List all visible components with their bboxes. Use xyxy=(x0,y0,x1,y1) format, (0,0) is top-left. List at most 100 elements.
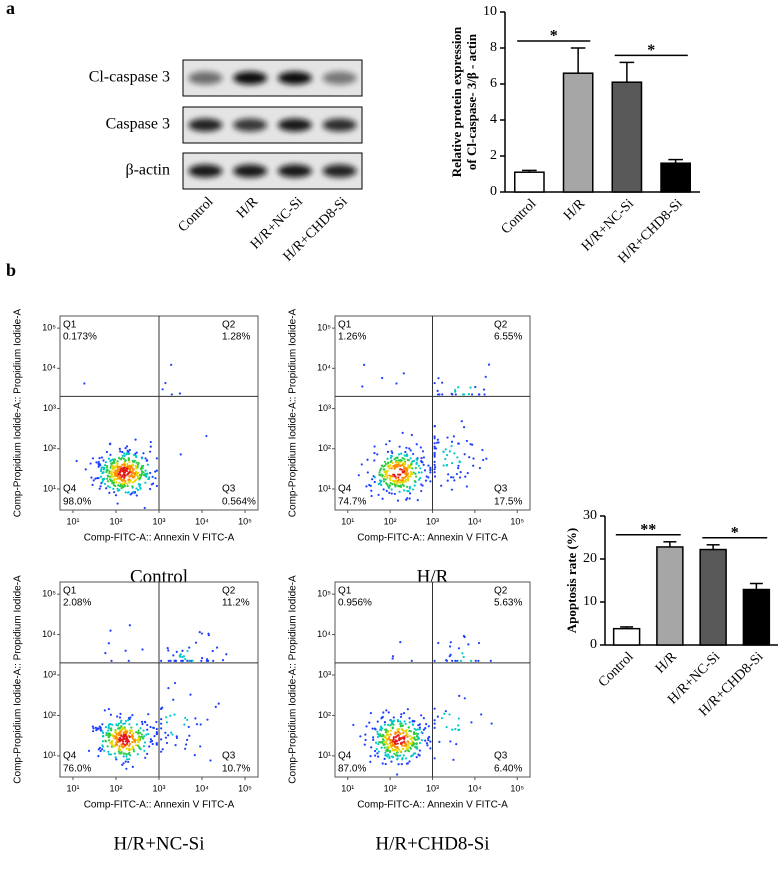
event-dot xyxy=(198,630,201,634)
event-dot xyxy=(111,468,114,471)
event-dot xyxy=(112,734,115,738)
event-dot xyxy=(137,729,140,732)
event-dot xyxy=(143,741,147,744)
event-dot xyxy=(398,461,401,464)
quadrant-name: Q3 xyxy=(222,751,236,762)
event-dot xyxy=(135,456,138,459)
quadrant-events xyxy=(104,624,144,662)
event-dot xyxy=(149,440,152,444)
event-dot xyxy=(112,481,116,484)
event-dot xyxy=(390,492,393,495)
significance-label: * xyxy=(550,28,558,45)
quadrant-events xyxy=(433,634,492,662)
event-dot xyxy=(402,712,406,715)
event-dot xyxy=(436,715,439,718)
event-dot xyxy=(373,476,377,479)
x-tick-label: 10⁵ xyxy=(238,516,252,526)
event-dot xyxy=(148,476,151,479)
event-dot xyxy=(108,443,112,446)
event-dot xyxy=(457,442,460,445)
event-dot xyxy=(124,446,127,450)
event-dot xyxy=(417,478,421,481)
event-dot xyxy=(171,733,174,736)
event-dot xyxy=(135,461,138,464)
event-dot xyxy=(154,477,157,480)
event-dot xyxy=(137,483,140,486)
event-dot xyxy=(399,732,402,735)
event-dot xyxy=(438,393,441,396)
event-dot xyxy=(161,706,164,709)
event-dot xyxy=(415,732,418,735)
event-dot xyxy=(403,465,406,468)
event-dot xyxy=(389,724,392,727)
event-dot xyxy=(109,629,112,632)
event-dot xyxy=(406,485,409,488)
event-dot xyxy=(433,475,437,478)
event-dot xyxy=(380,746,383,749)
event-dot xyxy=(373,459,376,462)
event-dot xyxy=(125,767,128,770)
event-dot xyxy=(146,728,149,731)
event-dot xyxy=(381,741,384,745)
y-tick-label: 0 xyxy=(490,184,497,199)
event-dot xyxy=(398,445,401,448)
event-dot xyxy=(412,723,415,727)
event-dot xyxy=(149,738,153,741)
event-dot xyxy=(376,752,379,755)
x-tick-label: 10² xyxy=(384,783,397,793)
event-dot xyxy=(138,478,141,481)
event-dot xyxy=(97,476,100,480)
event-dot xyxy=(468,456,471,459)
event-dot xyxy=(139,467,143,470)
event-dot xyxy=(398,754,402,757)
quadrant-percent: 1.26% xyxy=(338,332,366,343)
event-dot xyxy=(101,723,104,726)
event-dot xyxy=(417,471,421,474)
event-dot xyxy=(382,477,385,481)
event-dot xyxy=(108,727,111,730)
event-dot xyxy=(393,479,396,483)
event-dot xyxy=(383,723,386,726)
event-dot xyxy=(167,659,170,662)
event-dot xyxy=(392,716,395,719)
event-dot xyxy=(402,489,406,492)
y-tick-label: 10⁵ xyxy=(317,322,331,332)
event-dot xyxy=(414,472,417,475)
event-dot xyxy=(395,753,398,756)
event-dot xyxy=(132,464,135,467)
event-dot xyxy=(87,749,91,752)
event-dot xyxy=(388,755,391,758)
event-dot xyxy=(409,475,412,478)
event-dot xyxy=(389,460,392,464)
event-dot xyxy=(109,722,112,726)
event-dot xyxy=(400,741,404,744)
event-dot xyxy=(215,646,219,649)
quadrant-name: Q2 xyxy=(222,586,236,597)
event-dot xyxy=(419,446,422,449)
event-dot xyxy=(126,462,129,466)
event-dot xyxy=(185,743,188,746)
event-dot xyxy=(418,749,422,752)
event-dot xyxy=(189,693,192,696)
event-dot xyxy=(121,742,125,745)
event-dot xyxy=(446,479,449,482)
event-dot xyxy=(389,456,393,459)
event-dot xyxy=(112,736,115,739)
event-dot xyxy=(122,755,125,758)
event-dot xyxy=(136,740,140,743)
event-dot xyxy=(110,739,114,743)
event-dot xyxy=(128,478,131,481)
event-dot xyxy=(140,720,144,723)
y-tick-label: 2 xyxy=(490,148,497,163)
event-dot xyxy=(179,655,182,658)
event-dot xyxy=(115,735,118,738)
y-tick-label: 10³ xyxy=(43,403,56,413)
y-tick-label: 0 xyxy=(590,637,597,652)
event-dot xyxy=(360,463,363,466)
event-dot xyxy=(127,491,130,494)
event-dot xyxy=(474,659,477,662)
event-dot xyxy=(94,477,97,480)
event-dot xyxy=(417,464,420,467)
event-dot xyxy=(374,728,377,731)
